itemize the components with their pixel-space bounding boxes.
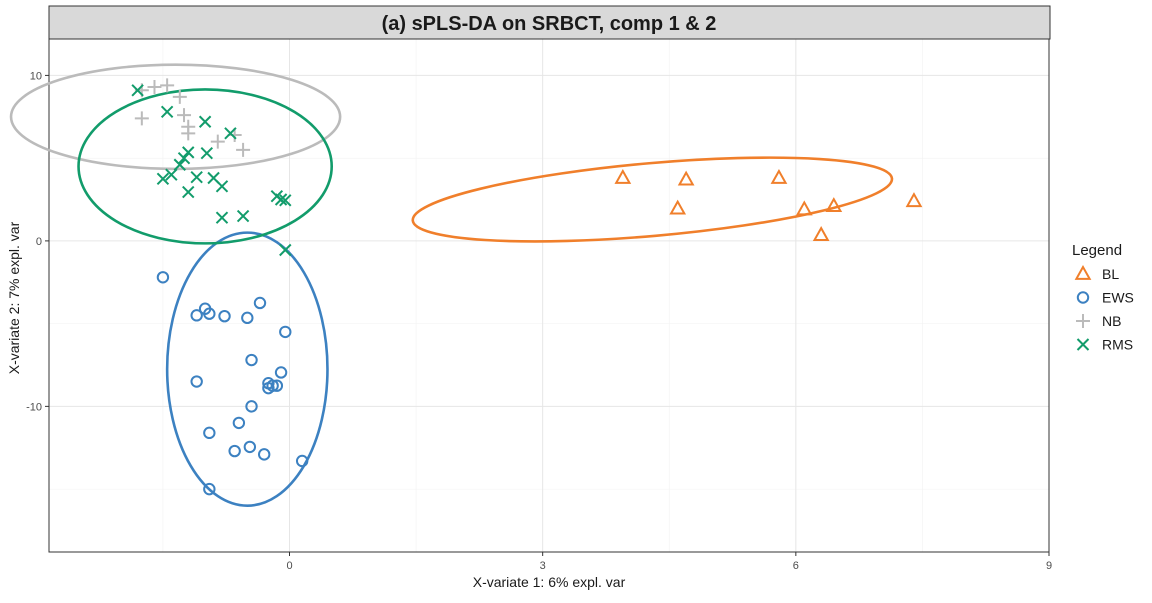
point-ews — [156, 271, 170, 284]
legend-label-nb: NB — [1102, 313, 1121, 329]
point-ews — [245, 353, 258, 367]
point-ews — [190, 375, 203, 388]
y-axis-label: X-variate 2: 7% expl. var — [6, 221, 22, 374]
point-ews — [295, 454, 309, 468]
point-rms — [190, 170, 203, 184]
point-rms — [215, 180, 229, 193]
point-nb — [210, 134, 225, 149]
point-bl — [825, 197, 843, 213]
legend-label-rms: RMS — [1102, 337, 1133, 353]
point-nb — [177, 108, 192, 123]
point-rms — [279, 194, 292, 207]
point-nb — [147, 79, 162, 94]
point-ews — [203, 482, 216, 496]
legend-key-rms — [1076, 338, 1090, 351]
point-rms — [182, 146, 195, 159]
point-nb — [160, 78, 175, 93]
x-tick-label: 6 — [793, 560, 799, 572]
point-ews — [274, 366, 288, 379]
point-ews — [241, 311, 254, 325]
y-tick-label: 10 — [30, 70, 42, 82]
point-rms — [177, 151, 191, 165]
point-rms — [236, 209, 250, 223]
point-rms — [200, 146, 214, 160]
point-nb — [134, 111, 149, 126]
legend-key-bl — [1074, 264, 1092, 280]
point-ews — [245, 400, 258, 413]
point-rms — [198, 115, 212, 128]
point-bl — [669, 199, 687, 215]
legend-title: Legend — [1072, 242, 1122, 259]
chart-title: (a) sPLS-DA on SRBCT, comp 1 & 2 — [382, 13, 717, 35]
legend-key-ews — [1076, 291, 1090, 304]
point-nb — [172, 89, 187, 104]
point-rms — [274, 193, 288, 206]
point-rms — [165, 168, 178, 181]
legend-label-ews: EWS — [1102, 290, 1134, 306]
point-rms — [215, 211, 229, 224]
point-ews — [262, 381, 275, 395]
point-bl — [614, 168, 632, 184]
x-tick-label: 9 — [1046, 560, 1052, 572]
ellipse-bl — [411, 156, 894, 243]
point-ews — [203, 307, 216, 320]
point-nb — [236, 142, 251, 157]
point-bl — [812, 226, 830, 241]
point-bl — [677, 170, 695, 186]
point-bl — [770, 168, 788, 184]
legend: Legend BL EWS NB RMS — [1072, 242, 1134, 353]
y-tick-label: 0 — [36, 236, 42, 248]
title-strip — [48, 5, 1051, 40]
y-tick-label: -10 — [26, 401, 42, 413]
point-rms — [156, 172, 170, 186]
point-ews — [203, 426, 216, 440]
ellipse-rms — [77, 88, 334, 245]
point-ews — [232, 416, 246, 430]
point-ews — [243, 440, 257, 454]
axes: 0 3 6 9 10 0 -10 — [26, 70, 1052, 572]
point-ews — [270, 379, 284, 392]
legend-label-bl: BL — [1102, 266, 1119, 282]
point-rms — [224, 127, 237, 140]
data-points — [131, 78, 923, 496]
point-ews — [253, 296, 267, 310]
confidence-ellipses — [9, 63, 894, 507]
ellipse-ews — [165, 231, 329, 507]
point-ews — [257, 448, 271, 461]
point-bl — [795, 200, 813, 216]
point-ews — [218, 309, 231, 323]
point-ews — [228, 444, 241, 458]
point-rms — [160, 105, 174, 119]
x-axis-label: X-variate 1: 6% expl. var — [473, 574, 626, 590]
point-rms — [131, 84, 144, 97]
point-rms — [173, 158, 187, 171]
point-rms — [279, 243, 292, 257]
x-tick-label: 0 — [286, 560, 292, 572]
point-ews — [190, 309, 203, 322]
point-ews — [279, 325, 292, 339]
point-bl — [905, 192, 923, 208]
point-rms — [182, 185, 195, 199]
x-tick-label: 3 — [540, 560, 546, 572]
legend-key-nb — [1076, 314, 1090, 328]
point-nb — [181, 126, 196, 141]
